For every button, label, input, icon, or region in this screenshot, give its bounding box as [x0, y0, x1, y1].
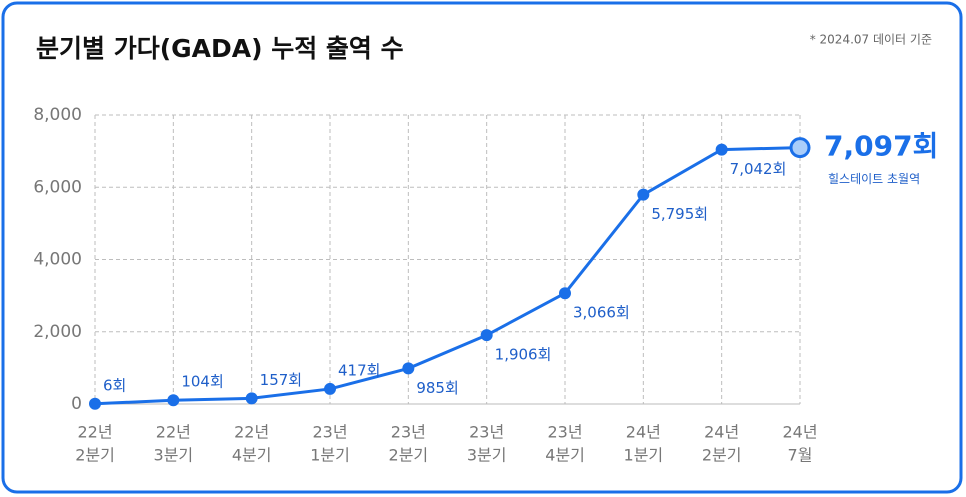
point — [89, 397, 101, 410]
value-label: 104회 — [181, 373, 223, 391]
x-tick-label: 23년 — [391, 423, 426, 442]
value-label: 3,066회 — [573, 304, 630, 322]
x-tick-label: 24년 — [626, 423, 661, 442]
x-tick-label: 23년 — [547, 423, 582, 442]
x-tick-label: 22년 — [77, 423, 112, 442]
value-label: 985회 — [416, 379, 458, 397]
y-tick-label: 2,000 — [33, 322, 82, 342]
point — [715, 143, 728, 156]
y-tick-label: 6,000 — [33, 177, 82, 197]
point — [480, 329, 493, 342]
note: * 2024.07 데이터 기준 — [810, 33, 932, 47]
value-label: 417회 — [338, 361, 380, 379]
point — [559, 287, 571, 300]
point — [245, 392, 258, 405]
x-tick-label: 22년 — [156, 423, 191, 442]
x-tick-label: 1분기 — [624, 446, 664, 465]
x-tick-label: 2분기 — [75, 446, 115, 465]
x-tick-label: 24년 — [782, 423, 817, 442]
annotation: 힐스테이트 초월역 — [828, 172, 920, 186]
point-highlight — [789, 137, 811, 159]
x-tick-label: 23년 — [312, 423, 347, 442]
x-tick-label: 1분기 — [310, 446, 350, 465]
x-tick-label: 4분기 — [232, 446, 272, 465]
value-label: 6회 — [103, 376, 126, 394]
y-tick-label: 0 — [71, 394, 82, 414]
x-tick-label: 3분기 — [154, 446, 194, 465]
value-label: 1,906회 — [495, 346, 552, 364]
value-label: 7,042회 — [730, 160, 787, 178]
x-tick-label: 7월 — [788, 446, 813, 465]
line — [94, 146, 801, 406]
x-tick-label: 24년 — [704, 423, 739, 442]
x-tick-label: 3분기 — [467, 446, 507, 465]
point — [402, 362, 415, 375]
x-tick-label: 22년 — [234, 423, 269, 442]
y-tick-label: 8,000 — [33, 105, 82, 125]
x-tick-label: 2분기 — [389, 446, 429, 465]
value-label-highlight: 7,097회 — [824, 130, 938, 163]
y-tick-label: 4,000 — [33, 250, 82, 270]
x-tick-label: 23년 — [469, 423, 504, 442]
x-tick-label: 2분기 — [702, 446, 742, 465]
chart-title: 분기별 가다(GADA) 누적 출역 수 — [36, 34, 404, 63]
value-label: 157회 — [260, 371, 302, 389]
point — [637, 188, 650, 201]
point — [324, 382, 336, 395]
point — [167, 394, 180, 407]
value-label: 5,795회 — [651, 205, 708, 223]
x-tick-label: 4분기 — [545, 446, 585, 465]
